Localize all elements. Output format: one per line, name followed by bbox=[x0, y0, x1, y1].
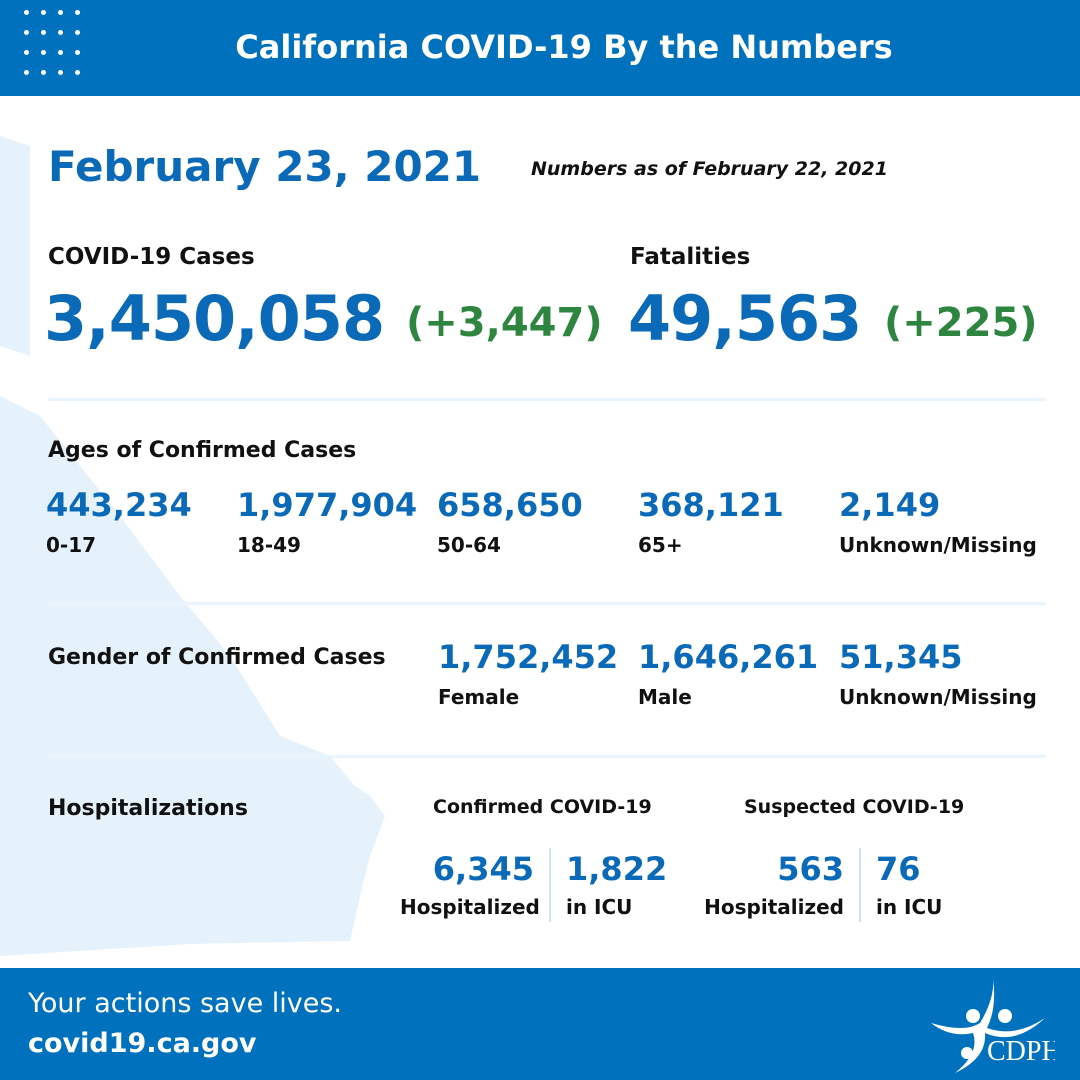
dot bbox=[75, 10, 80, 15]
dot bbox=[75, 70, 80, 75]
ages-title: Ages of Confirmed Cases bbox=[48, 438, 357, 463]
fatalities-change: (+225) bbox=[884, 300, 1038, 346]
california-map-background bbox=[0, 136, 385, 956]
ages-value: 443,234 bbox=[46, 486, 192, 524]
ages-value: 2,149 bbox=[839, 486, 941, 524]
ages-value: 368,121 bbox=[638, 486, 784, 524]
gender-title: Gender of Confirmed Cases bbox=[48, 645, 386, 670]
ages-label: 65+ bbox=[638, 533, 683, 557]
cdph-logo-icon: CDPH bbox=[931, 978, 1055, 1073]
divider bbox=[549, 848, 551, 922]
ages-label: 50-64 bbox=[437, 533, 501, 557]
dot bbox=[41, 70, 46, 75]
divider bbox=[48, 398, 1046, 401]
ages-value: 1,977,904 bbox=[237, 486, 418, 524]
dot bbox=[41, 10, 46, 15]
gender-label: Male bbox=[638, 685, 692, 709]
cases-value: 3,450,058 bbox=[44, 282, 385, 355]
dot bbox=[58, 50, 63, 55]
cases-change: (+3,447) bbox=[406, 300, 603, 346]
dot bbox=[58, 30, 63, 35]
dot bbox=[58, 10, 63, 15]
suspected-hospitalized-label: Hospitalized bbox=[704, 895, 844, 919]
dot bbox=[24, 50, 29, 55]
confirmed-hospitalized-label: Hospitalized bbox=[400, 895, 540, 919]
gender-value: 1,752,452 bbox=[438, 638, 619, 676]
cases-label: COVID-19 Cases bbox=[48, 244, 255, 270]
suspected-title: Suspected COVID-19 bbox=[744, 796, 965, 818]
ages-label: 18-49 bbox=[237, 533, 301, 557]
gender-value: 1,646,261 bbox=[638, 638, 819, 676]
gender-value: 51,345 bbox=[839, 638, 963, 676]
report-date: February 23, 2021 bbox=[48, 142, 482, 191]
ages-label: 0-17 bbox=[46, 533, 97, 557]
dot bbox=[24, 30, 29, 35]
gender-label: Female bbox=[438, 685, 520, 709]
ages-label: Unknown/Missing bbox=[839, 533, 1037, 557]
confirmed-icu-value: 1,822 bbox=[566, 850, 668, 888]
footer-bar bbox=[0, 968, 1080, 1080]
suspected-icu-label: in ICU bbox=[876, 895, 943, 919]
divider bbox=[48, 602, 1046, 605]
suspected-hospitalized-value: 563 bbox=[777, 850, 844, 888]
gender-label: Unknown/Missing bbox=[839, 685, 1037, 709]
fatalities-label: Fatalities bbox=[630, 244, 751, 270]
divider bbox=[859, 848, 861, 922]
divider bbox=[48, 755, 1046, 758]
header-bar bbox=[0, 0, 1080, 96]
hospitalizations-title: Hospitalizations bbox=[48, 796, 248, 821]
ages-value: 658,650 bbox=[437, 486, 583, 524]
dots-decoration-icon bbox=[24, 10, 84, 84]
confirmed-hospitalized-value: 6,345 bbox=[432, 850, 534, 888]
tagline: Your actions save lives. bbox=[28, 988, 343, 1019]
suspected-icu-value: 76 bbox=[876, 850, 921, 888]
confirmed-icu-label: in ICU bbox=[566, 895, 633, 919]
dot bbox=[41, 30, 46, 35]
website-link[interactable]: covid19.ca.gov bbox=[28, 1028, 257, 1059]
fatalities-value: 49,563 bbox=[628, 282, 862, 355]
confirmed-title: Confirmed COVID-19 bbox=[433, 796, 652, 818]
as-of-date: Numbers as of February 22, 2021 bbox=[531, 158, 888, 180]
dot bbox=[75, 30, 80, 35]
dot bbox=[24, 10, 29, 15]
cdph-logo-text: CDPH bbox=[987, 1036, 1055, 1067]
page-title: California COVID-19 By the Numbers bbox=[235, 28, 893, 66]
dot bbox=[41, 50, 46, 55]
dot bbox=[24, 70, 29, 75]
dot bbox=[58, 70, 63, 75]
dot bbox=[75, 50, 80, 55]
